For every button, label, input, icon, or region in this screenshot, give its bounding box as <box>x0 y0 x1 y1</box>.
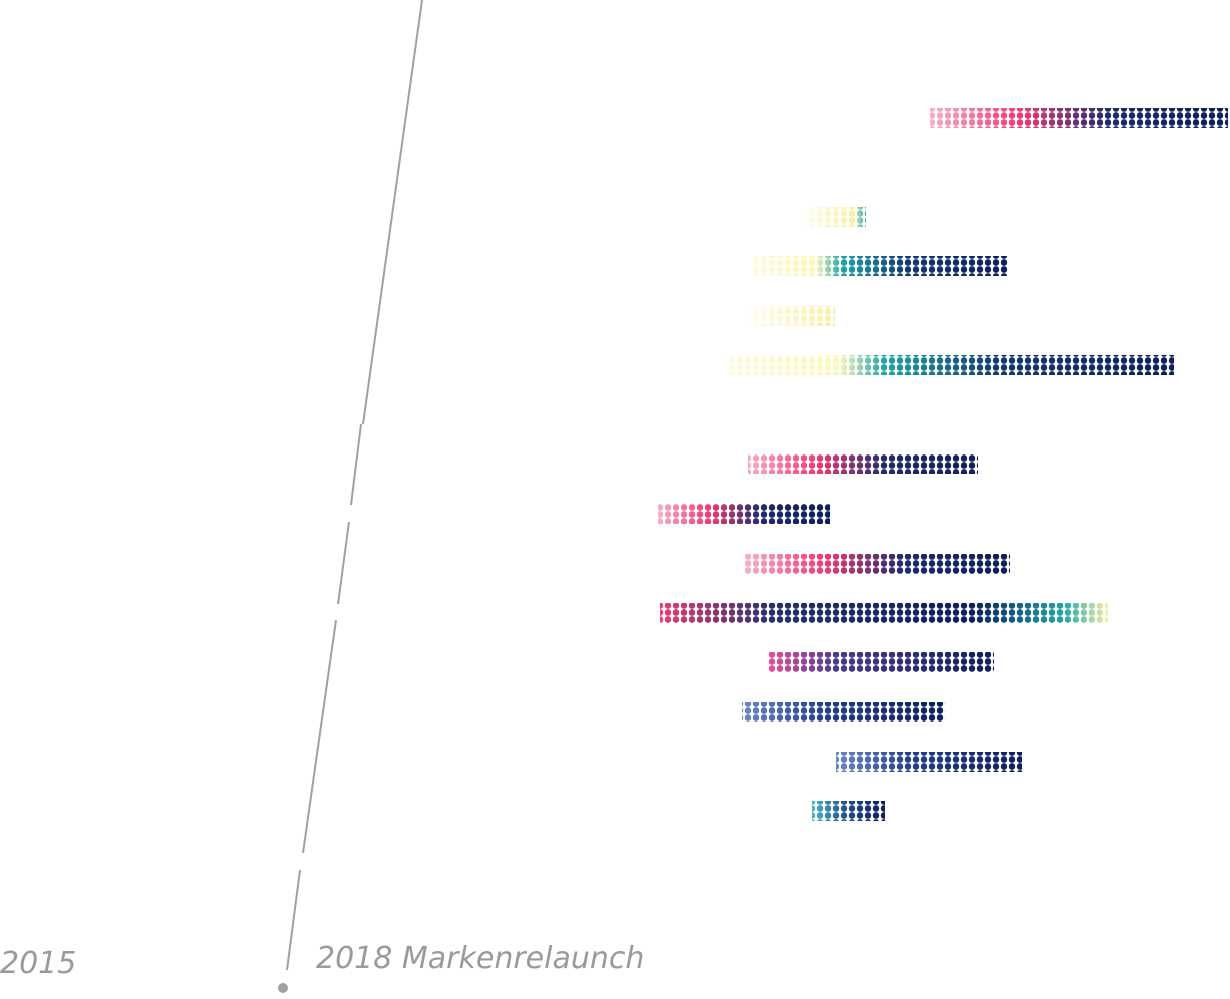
bar <box>930 108 1228 128</box>
bar <box>742 702 945 722</box>
axis-segment <box>337 521 350 605</box>
bar <box>752 256 1008 276</box>
bar <box>768 652 994 672</box>
bar <box>745 554 1010 574</box>
milestone-dot <box>278 983 288 993</box>
bars <box>658 108 1228 821</box>
axis-segment <box>350 423 362 506</box>
axis-segment <box>286 869 301 971</box>
bar <box>836 752 1022 772</box>
timeline-axis <box>286 0 423 971</box>
bar <box>812 801 885 821</box>
axis-segment <box>362 0 423 425</box>
milestone-label: 2018 Markenrelaunch <box>316 941 644 976</box>
bar <box>748 454 978 474</box>
axis-segment <box>302 619 337 854</box>
bar <box>658 504 830 524</box>
start-label: 2015 <box>0 946 76 981</box>
bar <box>660 603 1108 623</box>
bar <box>748 306 835 326</box>
bar <box>805 207 866 227</box>
bar <box>728 355 1174 375</box>
